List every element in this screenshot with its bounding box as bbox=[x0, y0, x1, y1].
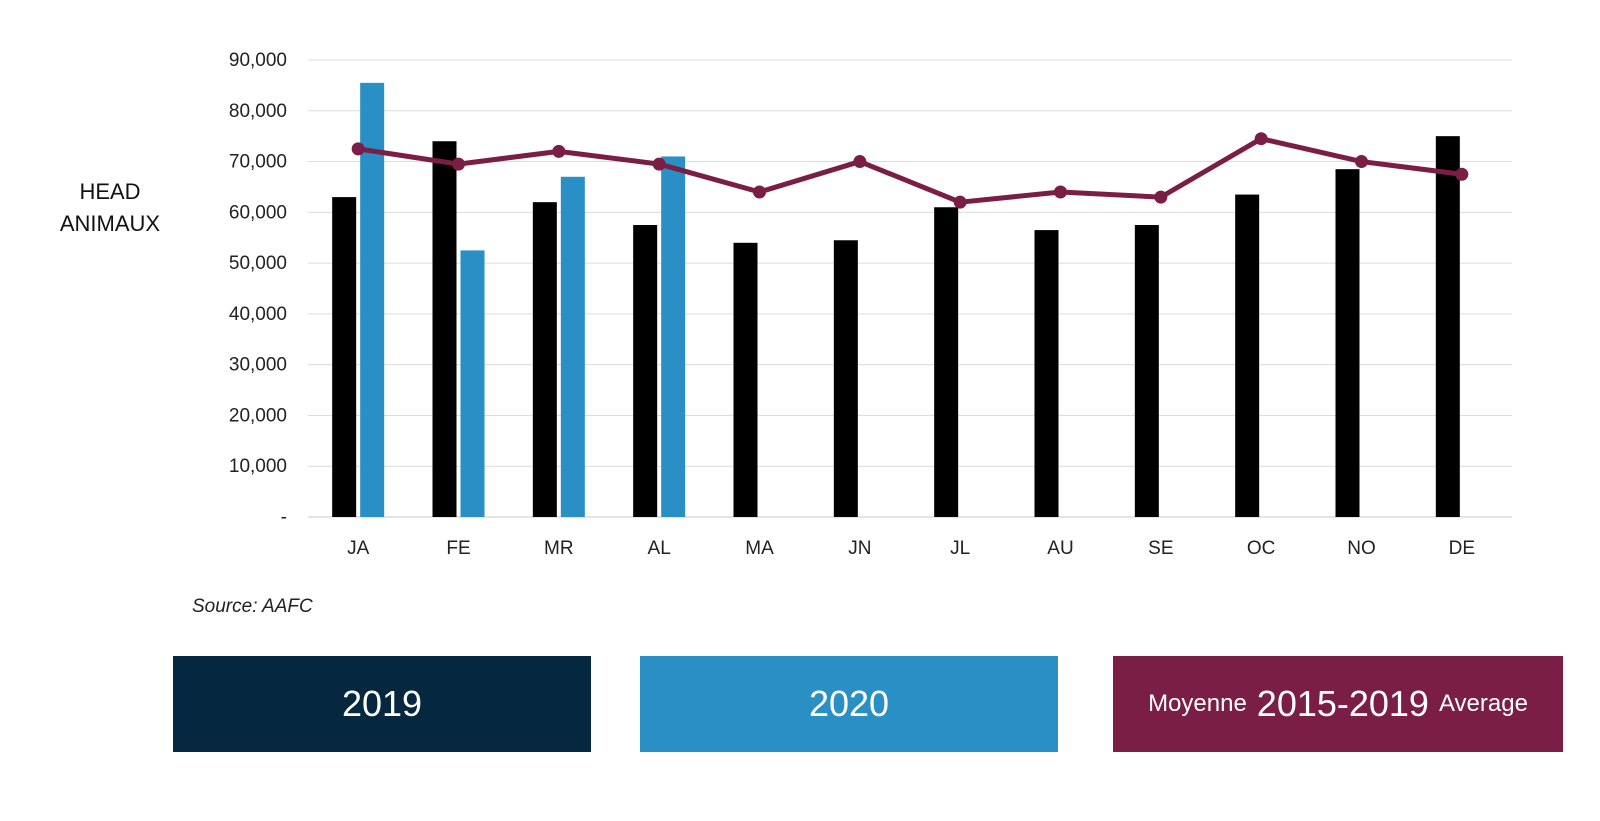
legend-2020: 2020 bbox=[640, 656, 1058, 752]
x-tick-label-ma: MA bbox=[745, 538, 774, 559]
x-tick-label-se: SE bbox=[1148, 538, 1173, 559]
bar-2020-fe bbox=[460, 250, 485, 517]
bar-2019-au bbox=[1034, 230, 1059, 517]
y-tick-label: 60,000 bbox=[229, 202, 287, 223]
bar-2019-no bbox=[1335, 169, 1360, 517]
x-tick-label-au: AU bbox=[1047, 538, 1073, 559]
legend-average: Moyenne 2015-2019 Average bbox=[1113, 656, 1563, 752]
x-axis-categories: JA FE MR AL MA JN JL AU SE OC NO DE bbox=[347, 538, 1475, 559]
y-axis-ticks: - 10,000 20,000 30,000 40,000 50,000 60,000 70,… bbox=[229, 50, 287, 528]
average-point-al bbox=[652, 157, 666, 171]
bar-2019-jl bbox=[934, 207, 959, 517]
bar-2019-ja bbox=[332, 197, 357, 517]
bar-2019-oc bbox=[1235, 194, 1260, 518]
average-point-au bbox=[1054, 185, 1067, 199]
y-tick-label: 90,000 bbox=[229, 50, 287, 71]
x-tick-label-mr: MR bbox=[544, 538, 574, 559]
legend-average-suffix: Average bbox=[1438, 690, 1528, 717]
x-tick-label-no: NO bbox=[1347, 538, 1376, 559]
average-point-ja bbox=[351, 142, 365, 156]
average-point-oc bbox=[1254, 132, 1268, 146]
average-point-de bbox=[1455, 167, 1469, 181]
bar-2019-de bbox=[1435, 136, 1460, 517]
y-tick-label: 50,000 bbox=[229, 253, 287, 274]
average-series-line bbox=[357, 136, 1463, 205]
average-point-se bbox=[1154, 190, 1168, 204]
bar-2019-al bbox=[633, 225, 658, 517]
x-tick-label-al: AL bbox=[648, 538, 671, 559]
average-point-jl bbox=[953, 195, 967, 209]
average-point-no bbox=[1355, 155, 1368, 169]
x-tick-label-ja: JA bbox=[347, 538, 370, 559]
y-tick-label: 80,000 bbox=[229, 101, 287, 122]
y-tick-label: 30,000 bbox=[229, 355, 287, 376]
y-tick-label: - bbox=[281, 507, 287, 528]
bar-2019-ma bbox=[733, 242, 758, 518]
average-point-fe bbox=[452, 157, 465, 171]
legend-2019: 2019 bbox=[173, 656, 591, 752]
y-axis-label: HEAD ANIMAUX bbox=[40, 176, 180, 240]
y-tick-label: 40,000 bbox=[229, 304, 287, 325]
average-point-jn bbox=[853, 155, 867, 169]
average-point-mr bbox=[552, 144, 566, 158]
gridlines bbox=[308, 59, 1512, 518]
legend-average-range: 2015-2019 bbox=[1256, 683, 1429, 724]
y-tick-label: 10,000 bbox=[229, 456, 287, 477]
x-tick-label-jn: JN bbox=[848, 538, 871, 559]
legend-2019-label: 2019 bbox=[341, 683, 423, 724]
y-axis-label-line-2: ANIMAUX bbox=[59, 211, 161, 236]
bars bbox=[332, 82, 1460, 518]
x-tick-label-oc: OC bbox=[1247, 538, 1276, 559]
x-tick-label-de: DE bbox=[1449, 538, 1475, 559]
bar-2020-al bbox=[661, 156, 686, 517]
bar-2020-ja bbox=[360, 82, 385, 517]
bar-2020-mr bbox=[560, 176, 585, 518]
average-line bbox=[351, 132, 1469, 209]
bar-2019-jn bbox=[833, 240, 858, 517]
x-tick-label-fe: FE bbox=[446, 538, 470, 559]
y-tick-label: 70,000 bbox=[229, 152, 287, 173]
legend-2020-label: 2020 bbox=[808, 683, 890, 724]
bar-2019-mr bbox=[532, 202, 557, 517]
y-axis-label-line-1: HEAD bbox=[79, 179, 141, 204]
bar-2019-se bbox=[1134, 225, 1159, 517]
source-note: Source: AAFC bbox=[192, 596, 313, 617]
y-tick-label: 20,000 bbox=[229, 405, 287, 426]
legend-average-prefix: Moyenne bbox=[1148, 690, 1247, 717]
x-tick-label-jl: JL bbox=[950, 538, 970, 559]
bar-2019-fe bbox=[432, 141, 457, 517]
average-point-ma bbox=[753, 185, 766, 199]
